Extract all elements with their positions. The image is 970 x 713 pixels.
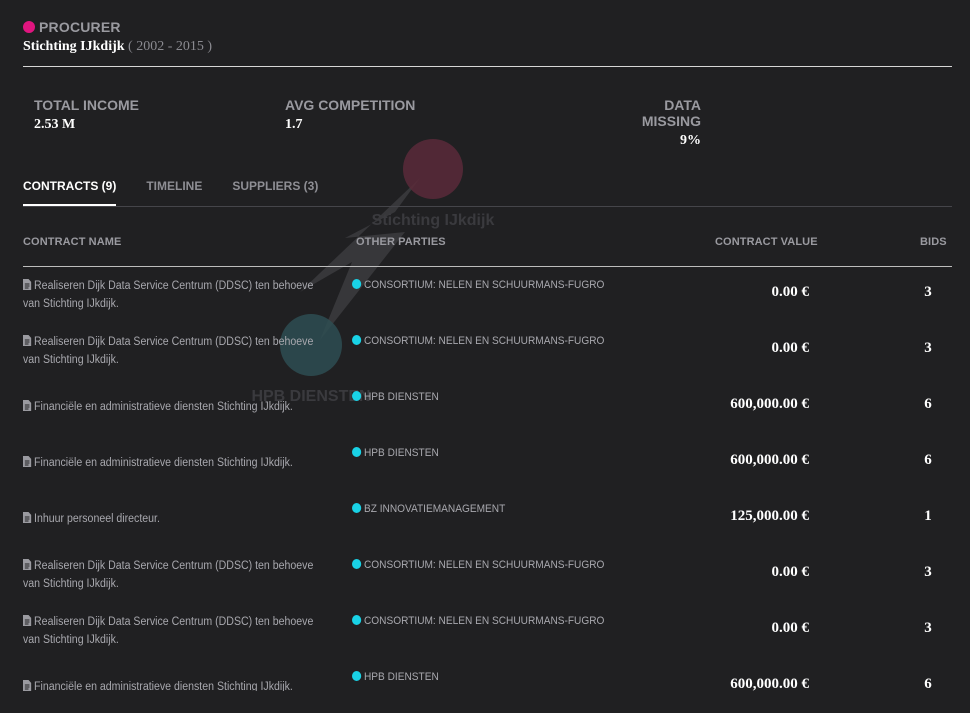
contract-name: Financiële en administratieve diensten S… [34, 401, 293, 413]
column-header-contract-value[interactable]: CONTRACT VALUE [715, 236, 818, 248]
party-name: BZ INNOVATIEMANAGEMENT [363, 503, 506, 515]
other-party-cell[interactable]: HPB DIENSTEN [352, 391, 439, 403]
supplier-dot-icon [352, 391, 362, 401]
contract-value: 0.00 € [771, 284, 810, 300]
document-icon [23, 456, 32, 467]
other-party-cell[interactable]: CONSORTIUM: NELEN EN SCHUURMANS-FUGRO [352, 279, 604, 291]
bids-count: 3 [924, 284, 932, 300]
bids-count: 6 [924, 452, 932, 468]
contract-value: 600,000.00 € [730, 452, 809, 468]
column-header-contract-name[interactable]: CONTRACT NAME [23, 236, 122, 248]
stat-value: 2.53 M [34, 117, 76, 132]
document-icon [23, 512, 32, 523]
stat-value: 9% [680, 133, 701, 148]
stat-value: 1.7 [285, 117, 303, 132]
contract-value: 0.00 € [771, 564, 810, 580]
document-icon [23, 559, 32, 570]
supplier-dot-icon [352, 559, 362, 569]
contracts-table-body: Realiseren Dijk Data Service Centrum (DD… [23, 267, 952, 691]
procurer-dot-icon [23, 21, 35, 33]
tab-bar: CONTRACTS (9) TIMELINE SUPPLIERS (3) [23, 178, 952, 207]
contract-name: Inhuur personeel directeur. [34, 513, 160, 525]
other-party-cell[interactable]: CONSORTIUM: NELEN EN SCHUURMANS-FUGRO [352, 559, 604, 571]
document-icon [23, 279, 32, 290]
column-header-bids[interactable]: BIDS [920, 236, 947, 248]
table-row[interactable]: Inhuur personeel directeur. BZ INNOVATIE… [23, 491, 952, 547]
document-icon [23, 680, 32, 691]
contracts-table-header: CONTRACT NAME OTHER PARTIES CONTRACT VAL… [23, 234, 952, 267]
party-name: CONSORTIUM: NELEN EN SCHUURMANS-FUGRO [363, 335, 605, 347]
document-icon [23, 400, 32, 411]
table-row[interactable]: Financiële en administratieve diensten S… [23, 379, 952, 435]
party-name: CONSORTIUM: NELEN EN SCHUURMANS-FUGRO [363, 615, 605, 627]
entity-kind-label: PROCURER [39, 19, 121, 35]
stat-label: DATA MISSING [641, 97, 701, 129]
table-row[interactable]: Financiële en administratieve diensten S… [23, 435, 952, 491]
contract-name-cell[interactable]: Financiële en administratieve diensten S… [23, 678, 333, 691]
supplier-dot-icon [352, 671, 362, 681]
bids-count: 3 [924, 340, 932, 356]
contract-name-cell[interactable]: Realiseren Dijk Data Service Centrum (DD… [23, 557, 333, 593]
contract-name-cell[interactable]: Financiële en administratieve diensten S… [23, 398, 333, 416]
stat-label: AVG COMPETITION [285, 97, 416, 113]
header-divider [23, 66, 952, 67]
bids-count: 3 [924, 564, 932, 580]
contract-value: 600,000.00 € [730, 396, 809, 412]
contract-name: Realiseren Dijk Data Service Centrum (DD… [23, 280, 314, 310]
bids-count: 3 [924, 620, 932, 636]
party-name: HPB DIENSTEN [363, 447, 439, 459]
bids-count: 6 [924, 676, 932, 691]
supplier-dot-icon [352, 503, 362, 513]
contract-value: 600,000.00 € [730, 676, 809, 691]
document-icon [23, 335, 32, 346]
other-party-cell[interactable]: HPB DIENSTEN [352, 447, 439, 459]
party-name: CONSORTIUM: NELEN EN SCHUURMANS-FUGRO [363, 279, 605, 291]
party-name: HPB DIENSTEN [363, 671, 439, 683]
other-party-cell[interactable]: CONSORTIUM: NELEN EN SCHUURMANS-FUGRO [352, 335, 604, 347]
contract-name-cell[interactable]: Realiseren Dijk Data Service Centrum (DD… [23, 333, 333, 369]
column-header-other-parties[interactable]: OTHER PARTIES [356, 236, 446, 248]
table-row[interactable]: Realiseren Dijk Data Service Centrum (DD… [23, 603, 952, 659]
supplier-dot-icon [352, 615, 362, 625]
supplier-dot-icon [352, 447, 362, 457]
table-row[interactable]: Realiseren Dijk Data Service Centrum (DD… [23, 323, 952, 379]
tab-suppliers[interactable]: SUPPLIERS (3) [232, 179, 319, 193]
supplier-dot-icon [352, 279, 362, 289]
bids-count: 1 [924, 508, 932, 524]
contract-name: Realiseren Dijk Data Service Centrum (DD… [23, 336, 314, 366]
stat-total-income: TOTAL INCOME 2.53 M [34, 97, 139, 133]
contract-value: 125,000.00 € [730, 508, 809, 524]
other-party-cell[interactable]: HPB DIENSTEN [352, 671, 439, 683]
document-icon [23, 615, 32, 626]
table-row[interactable]: Realiseren Dijk Data Service Centrum (DD… [23, 267, 952, 323]
contract-name: Financiële en administratieve diensten S… [34, 457, 293, 469]
entity-years: ( 2002 - 2015 ) [128, 39, 213, 54]
tab-contracts[interactable]: CONTRACTS (9) [23, 178, 117, 206]
stat-avg-competition: AVG COMPETITION 1.7 [285, 97, 415, 133]
tab-timeline[interactable]: TIMELINE [146, 179, 203, 193]
contract-name: Realiseren Dijk Data Service Centrum (DD… [23, 616, 314, 646]
contract-name: Realiseren Dijk Data Service Centrum (DD… [23, 560, 314, 590]
stat-data-missing: DATA MISSING 9% [606, 97, 701, 149]
party-name: HPB DIENSTEN [363, 391, 439, 403]
supplier-dot-icon [352, 335, 362, 345]
table-row[interactable]: Realiseren Dijk Data Service Centrum (DD… [23, 547, 952, 603]
contract-name-cell[interactable]: Financiële en administratieve diensten S… [23, 454, 333, 472]
contract-name-cell[interactable]: Realiseren Dijk Data Service Centrum (DD… [23, 613, 333, 649]
table-row[interactable]: Financiële en administratieve diensten S… [23, 659, 952, 691]
contract-name-cell[interactable]: Inhuur personeel directeur. [23, 510, 333, 528]
other-party-cell[interactable]: BZ INNOVATIEMANAGEMENT [352, 503, 505, 515]
contract-name-cell[interactable]: Realiseren Dijk Data Service Centrum (DD… [23, 277, 333, 313]
contract-value: 0.00 € [771, 620, 810, 636]
contract-name: Financiële en administratieve diensten S… [34, 681, 293, 691]
other-party-cell[interactable]: CONSORTIUM: NELEN EN SCHUURMANS-FUGRO [352, 615, 604, 627]
contract-value: 0.00 € [771, 340, 810, 356]
graph-label-procurer: Stichting IJkdijk [372, 212, 495, 229]
party-name: CONSORTIUM: NELEN EN SCHUURMANS-FUGRO [363, 559, 605, 571]
bids-count: 6 [924, 396, 932, 412]
entity-name: Stichting IJkdijk [23, 39, 125, 54]
stat-label: TOTAL INCOME [34, 97, 139, 113]
entity-header: PROCURER Stichting IJkdijk ( 2002 - 2015… [23, 18, 952, 55]
